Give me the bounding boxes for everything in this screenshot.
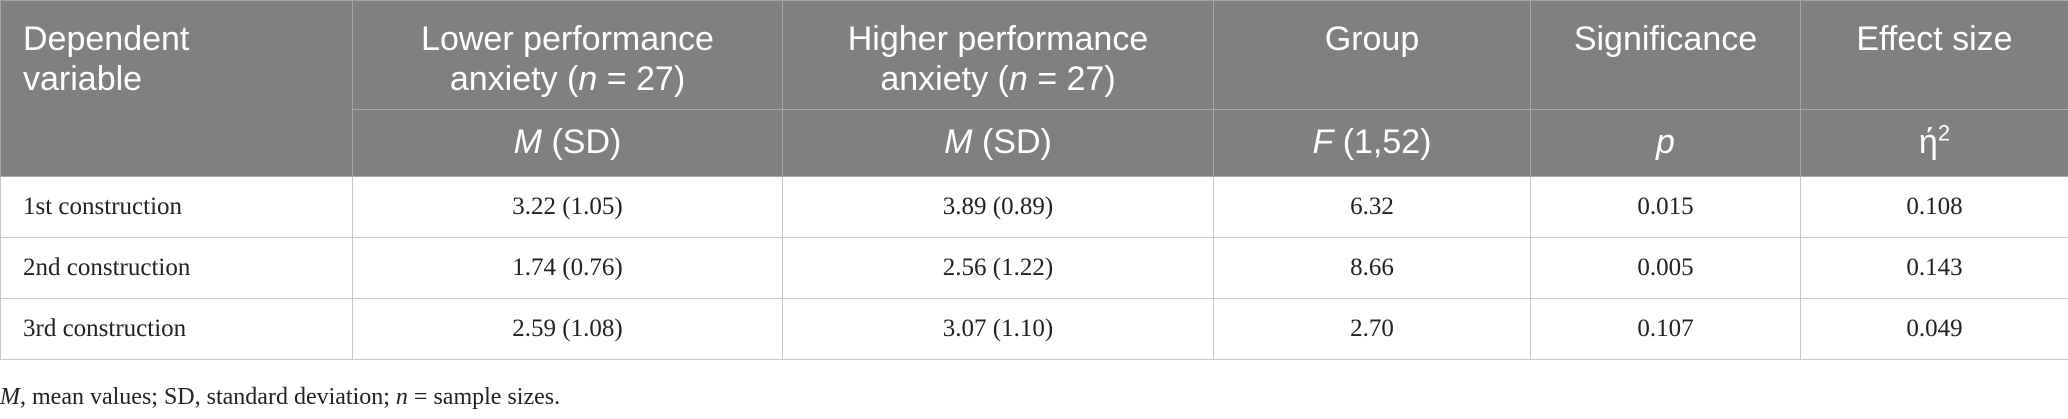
- header-row: Dependent variable Lower performance anxi…: [0, 0, 2068, 177]
- table-cell: 3.07 (1.10): [782, 298, 1214, 360]
- text-segment: (1,52): [1333, 123, 1432, 161]
- table-row: 1st construction 3.22 (1.05) 3.89 (0.89) 6.…: [0, 176, 2068, 238]
- column-subheader: F (1,52): [1213, 109, 1531, 177]
- text-segment: Higher performance anxiety (: [847, 20, 1149, 98]
- table-cell: 3.89 (0.89): [782, 176, 1214, 238]
- column-subheader: ή2: [1800, 109, 2068, 177]
- column-header: Group: [1213, 0, 1531, 110]
- text-segment: (SD): [972, 123, 1052, 161]
- table-cell: 0.005: [1530, 237, 1801, 299]
- text-segment: M: [513, 123, 542, 161]
- table-row: 2nd construction 1.74 (0.76) 2.56 (1.22) 8.…: [0, 237, 2068, 299]
- text-segment: Significance: [1573, 20, 1758, 58]
- table-cell: 2.70: [1213, 298, 1531, 360]
- table-cell: 2nd construction: [0, 237, 353, 299]
- text-segment: = 27): [1027, 60, 1116, 98]
- column-header: Effect size: [1800, 0, 2068, 110]
- column-subheader: p: [1530, 109, 1801, 177]
- text-segment: M: [944, 123, 973, 161]
- table-cell: 3rd construction: [0, 298, 353, 360]
- text-segment: = 27): [597, 60, 686, 98]
- text-segment: , mean values; SD, standard deviation;: [20, 384, 396, 410]
- table-cell: 1st construction: [0, 176, 353, 238]
- text-segment: Dependent variable: [23, 20, 190, 98]
- column-header: Lower performance anxiety (n = 27): [352, 0, 783, 110]
- table-cell: 0.015: [1530, 176, 1801, 238]
- table-cell: 1.74 (0.76): [352, 237, 783, 299]
- header-row: M (SD) M (SD) F (1,52) p ή2: [1, 109, 2068, 177]
- column-header: Dependent variable: [0, 0, 353, 177]
- table-row: 3rd construction 2.59 (1.08) 3.07 (1.10) 2.…: [0, 298, 2068, 360]
- text-segment: = sample sizes.: [407, 384, 561, 410]
- text-segment: p: [1656, 123, 1675, 161]
- column-subheader: M (SD): [352, 109, 783, 177]
- table-cell: 2.59 (1.08): [352, 298, 783, 360]
- text-segment: Lower performance anxiety (: [421, 20, 714, 98]
- table-cell: 3.22 (1.05): [352, 176, 783, 238]
- table-cell: 0.107: [1530, 298, 1801, 360]
- text-segment: Effect size: [1856, 20, 2013, 58]
- text-segment: M: [0, 384, 20, 410]
- table-cell: 2.56 (1.22): [782, 237, 1214, 299]
- table-cell: 0.108: [1800, 176, 2068, 238]
- table-cell: 0.049: [1800, 298, 2068, 360]
- text-segment: (SD): [542, 123, 622, 161]
- column-header: Significance: [1530, 0, 1801, 110]
- text-segment: n: [395, 384, 408, 410]
- table-cell: 6.32: [1213, 176, 1531, 238]
- text-segment: n: [1008, 60, 1028, 98]
- text-segment: ή: [1918, 123, 1938, 161]
- column-header: Higher performance anxiety (n = 27): [782, 0, 1214, 110]
- footnote: M, mean values; SD, standard deviation; …: [0, 384, 560, 411]
- table-body: 1st construction 3.22 (1.05) 3.89 (0.89) 6.…: [0, 176, 2068, 360]
- results-table: Dependent variable Lower performance anxi…: [0, 0, 2068, 360]
- table-cell: 8.66: [1213, 237, 1531, 299]
- table-cell: 0.143: [1800, 237, 2068, 299]
- text-segment: F: [1312, 123, 1334, 161]
- text-segment: Group: [1324, 20, 1420, 58]
- text-segment: 2: [1937, 120, 1951, 146]
- column-subheader: M (SD): [782, 109, 1214, 177]
- text-segment: n: [578, 60, 598, 98]
